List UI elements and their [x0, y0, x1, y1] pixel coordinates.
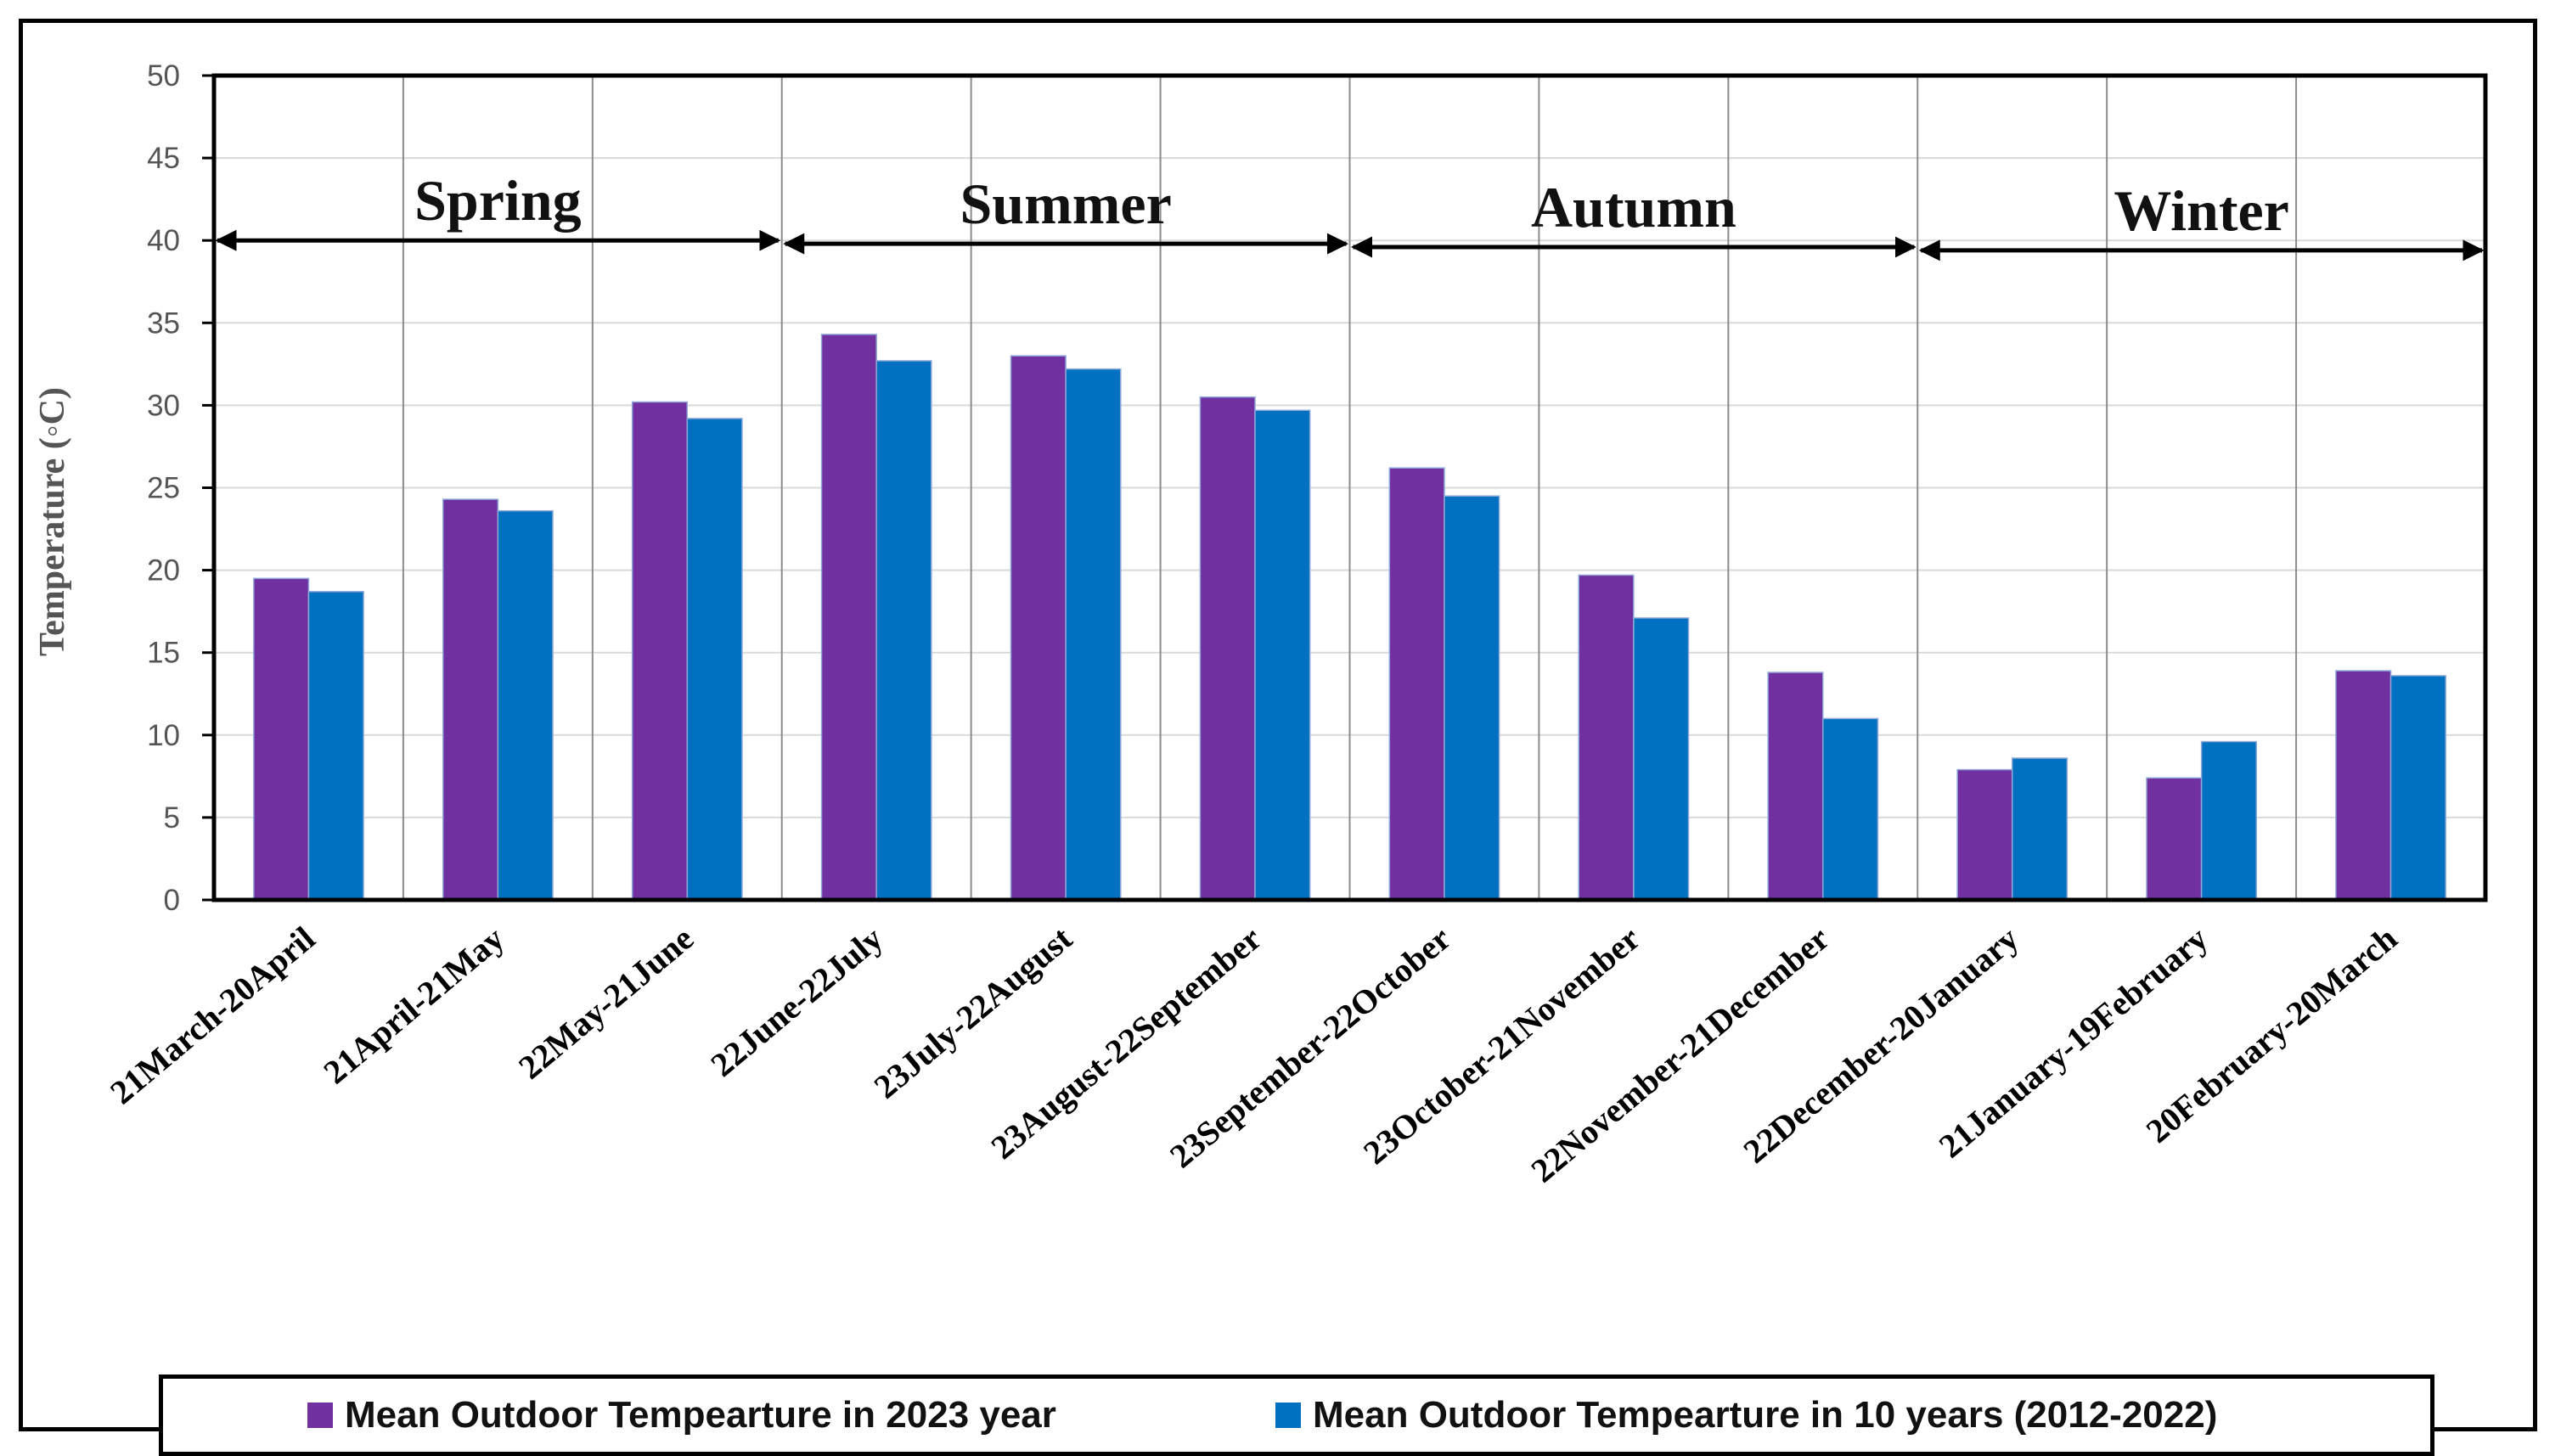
- y-tick-label: 50: [147, 59, 180, 93]
- bar-10yr: [2011, 757, 2068, 901]
- bar-10yr: [2389, 675, 2446, 901]
- legend-swatch-10yr: [1275, 1403, 1301, 1428]
- y-tick-label: 15: [147, 637, 180, 670]
- x-tick-label: 22November-21December: [1523, 919, 1836, 1189]
- season-label-winter: Winter: [2114, 178, 2289, 243]
- bar-2023: [1767, 672, 1824, 901]
- y-tick-label: 5: [164, 801, 180, 835]
- chart-svg: 0 5 10 15 20 25 30 35 40 45 50 21March-20April21Apr…: [33, 59, 2488, 1190]
- y-tick-label: 10: [147, 719, 180, 752]
- x-tick-label: 23July-22August: [867, 919, 1080, 1106]
- bar-10yr: [1065, 368, 1122, 901]
- y-tick-label: 20: [147, 554, 180, 587]
- y-axis-label: Temperature (◦C): [33, 387, 72, 656]
- bar-2023: [631, 401, 689, 901]
- season-label-spring: Spring: [414, 168, 582, 233]
- bar-10yr: [686, 418, 743, 901]
- bar-10yr: [2200, 740, 2258, 901]
- y-tick-label: 40: [147, 224, 180, 257]
- y-tick-label: 25: [147, 472, 180, 505]
- x-tick-label: 22June-22July: [703, 919, 890, 1083]
- legend-item-2023: Mean Outdoor Tempearture in 2023 year: [307, 1379, 1056, 1452]
- bar-10yr: [307, 591, 364, 901]
- bar-2023: [1578, 574, 1635, 901]
- chart-frame: 0 5 10 15 20 25 30 35 40 45 50 21March-20April 21Apr…: [19, 19, 2537, 1456]
- bar-10yr: [1444, 495, 1500, 901]
- y-tick-label: 30: [147, 389, 180, 422]
- bar-2023: [442, 498, 499, 901]
- y-tick-label: 45: [147, 142, 180, 175]
- bar-10yr: [875, 360, 932, 901]
- x-tick-label: 21April-21May: [316, 919, 511, 1091]
- legend-label-10yr: Mean Outdoor Tempearture in 10 years (20…: [1313, 1394, 2218, 1436]
- legend-swatch-2023: [307, 1403, 333, 1428]
- legend: Mean Outdoor Tempearture in 2023 year Me…: [159, 1374, 2434, 1456]
- y-tick-label: 35: [147, 306, 180, 340]
- bar-10yr: [1822, 717, 1879, 901]
- bar-10yr: [1254, 409, 1311, 901]
- x-tick-label: 21March-20April: [103, 919, 322, 1111]
- legend-label-2023: Mean Outdoor Tempearture in 2023 year: [345, 1394, 1056, 1436]
- bar-10yr: [1633, 617, 1690, 901]
- bar-2023: [1010, 355, 1067, 901]
- x-tick-label: 22May-21June: [511, 919, 701, 1086]
- legend-item-10yr: Mean Outdoor Tempearture in 10 years (20…: [1275, 1379, 2217, 1452]
- bar-2023: [2146, 777, 2203, 901]
- bar-2023: [1956, 768, 2013, 901]
- season-label-autumn: Autumn: [1531, 175, 1736, 239]
- season-label-summer: Summer: [960, 171, 1171, 236]
- bar-2023: [2335, 670, 2392, 901]
- bar-2023: [1388, 467, 1445, 901]
- bar-2023: [820, 334, 877, 901]
- bar-2023: [1199, 396, 1256, 901]
- bar-2023: [253, 577, 310, 901]
- y-tick-label: 0: [164, 884, 180, 917]
- bar-10yr: [497, 509, 554, 901]
